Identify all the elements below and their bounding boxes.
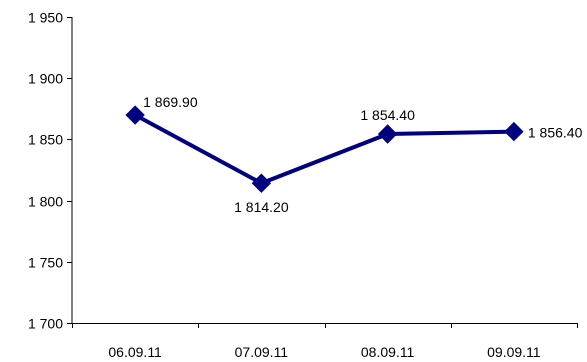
data-point-marker [377, 124, 398, 144]
y-tick-label: 1 850 [28, 132, 63, 148]
data-point-marker [251, 173, 272, 193]
data-label: 1 854.40 [360, 107, 415, 123]
x-tick-label: 07.09.11 [235, 344, 289, 360]
y-tick-label: 1 950 [28, 10, 63, 26]
data-label: 1 856.40 [528, 125, 583, 141]
data-label: 1 814.20 [234, 199, 289, 215]
x-tick-label: 08.09.11 [361, 344, 415, 360]
x-tick-label: 09.09.11 [487, 344, 541, 360]
y-tick-label: 1 800 [28, 194, 63, 210]
series-line [133, 113, 516, 186]
y-tick-label: 1 700 [28, 316, 63, 332]
y-tick-label: 1 900 [28, 71, 63, 87]
data-point-marker [125, 105, 145, 125]
data-label: 1 869.90 [143, 94, 198, 110]
y-tick-label: 1 750 [28, 255, 63, 271]
x-tick-label: 06.09.11 [108, 344, 162, 360]
series-1: 1 869.90 1 814.20 1 854.40 1 856.40 [125, 94, 583, 215]
y-axis: 1 700 1 750 1 800 1 850 1 900 1 950 [28, 10, 73, 332]
x-axis: 06.09.11 07.09.11 08.09.11 09.09.11 [72, 323, 578, 360]
data-point-marker [504, 121, 524, 142]
